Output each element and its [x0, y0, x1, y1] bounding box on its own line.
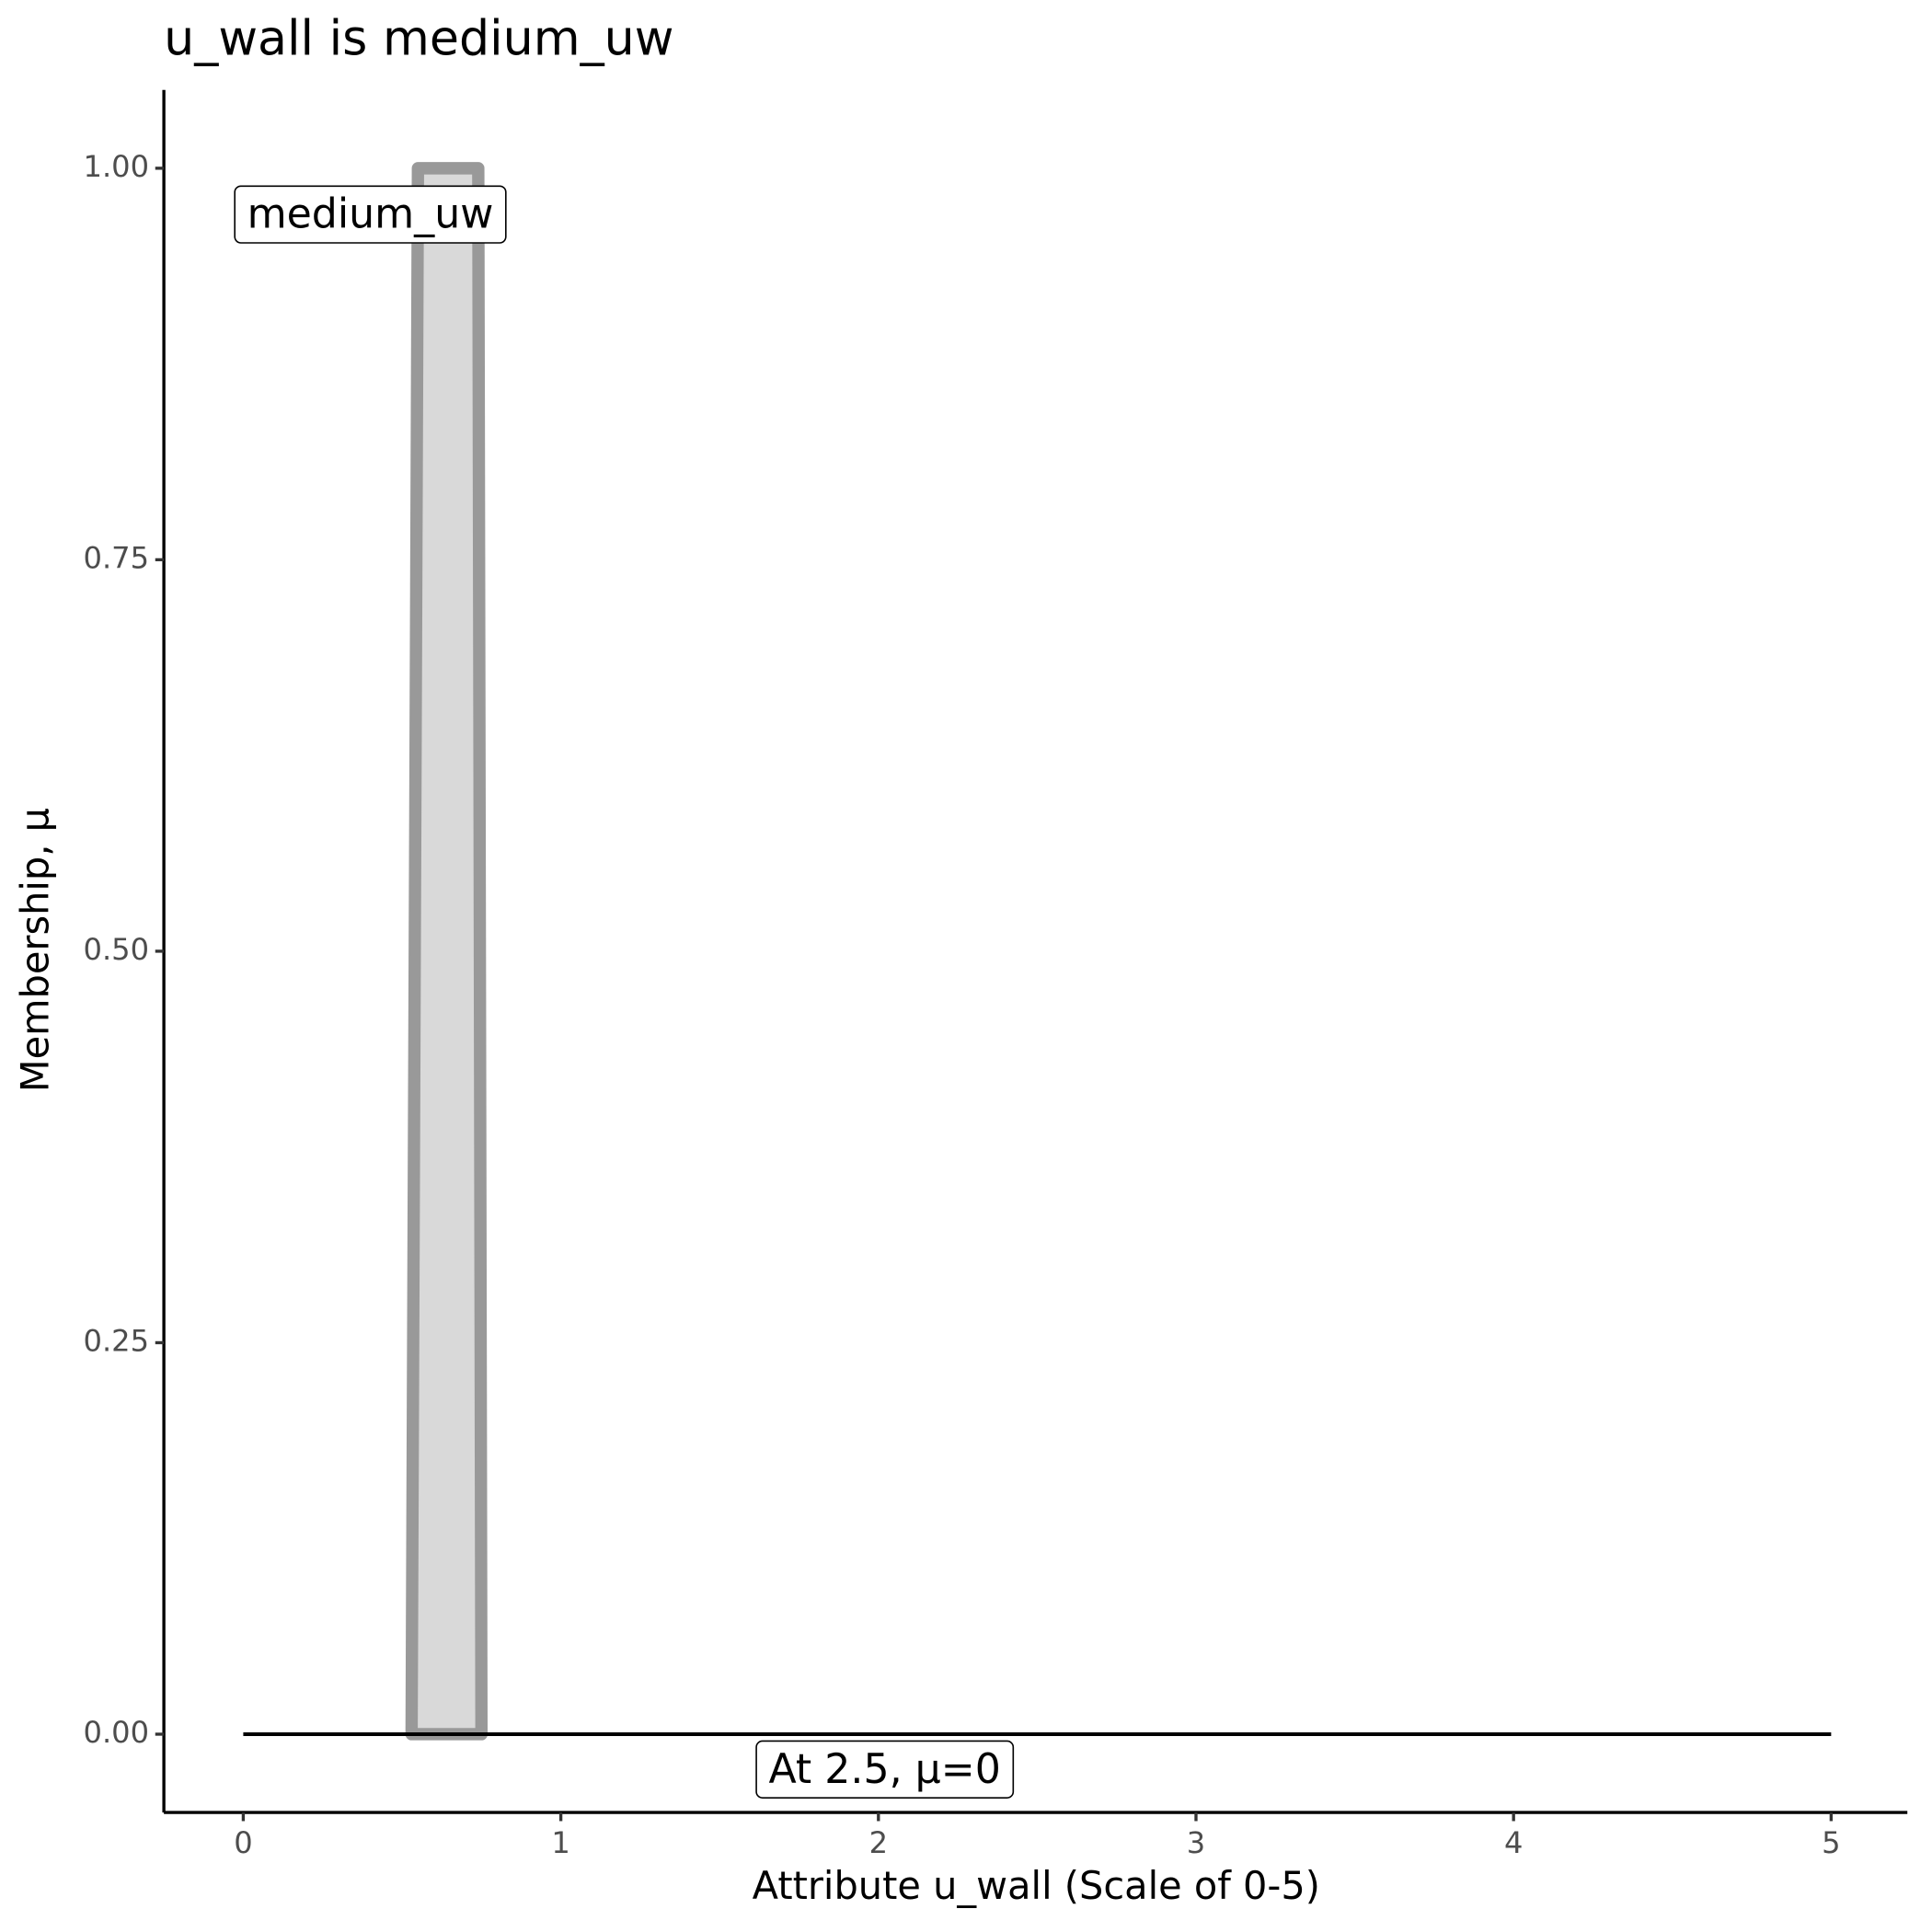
label-box [234, 185, 507, 244]
label-box [755, 1740, 1015, 1799]
x-tick-label: 1 [551, 1825, 569, 1860]
label-text: medium_uw [247, 191, 494, 238]
x-tick-label: 5 [1822, 1825, 1840, 1860]
x-tick-label: 2 [869, 1825, 888, 1860]
chart-title: u_wall is medium_uw [164, 12, 673, 67]
x-tick-label: 3 [1187, 1825, 1205, 1860]
y-tick-label: 0.25 [84, 1323, 150, 1358]
label-text: At 2.5, μ=0 [768, 1746, 1000, 1793]
series-label: medium_uw [234, 185, 507, 244]
series-label: At 2.5, μ=0 [755, 1740, 1015, 1799]
x-tick-label: 4 [1504, 1825, 1523, 1860]
x-tick-label: 0 [234, 1825, 252, 1860]
y-tick-label: 0.50 [84, 932, 150, 967]
y-tick-label: 0.75 [84, 540, 150, 575]
y-tick-label: 1.00 [84, 149, 150, 184]
membership-area [405, 162, 489, 1741]
x-axis-title: Attribute u_wall (Scale of 0-5) [753, 1863, 1320, 1908]
y-axis-title: Membership, μ [13, 808, 58, 1092]
y-tick-label: 0.00 [84, 1715, 150, 1750]
